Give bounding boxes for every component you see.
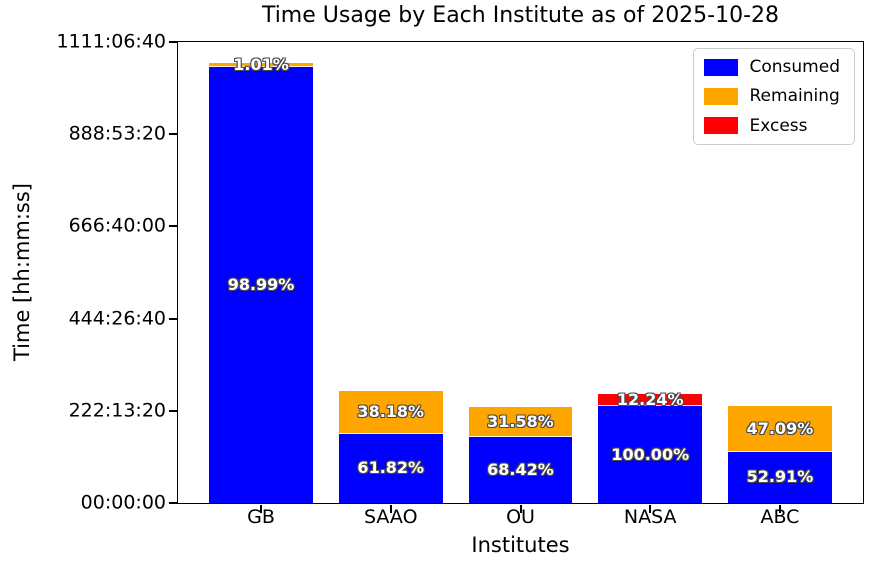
y-tick-mark xyxy=(168,133,177,136)
bar-percent-label: 38.18% xyxy=(357,402,425,422)
bar-segment-consumed: 68.42% xyxy=(468,437,573,503)
y-tick-label: 222:13:20 xyxy=(68,399,166,422)
bar-percent-label: 100.00% xyxy=(611,444,690,464)
x-tick-mark xyxy=(519,504,522,513)
x-tick-label-nasa: NASA xyxy=(623,506,677,528)
bar-percent-label: 52.91% xyxy=(746,467,814,487)
legend-entry-label: Consumed xyxy=(749,57,841,77)
bar-segment-remaining: 1.01% xyxy=(209,56,313,72)
y-tick-mark xyxy=(168,41,177,43)
legend-swatch-remaining xyxy=(703,88,738,106)
bar-percent-label: 47.09% xyxy=(746,418,814,438)
bar-segment-excess: 12.24% xyxy=(598,389,703,409)
y-tick-mark xyxy=(168,502,177,504)
bar-segment-remaining: 31.58% xyxy=(468,407,573,438)
legend: Consumed Remaining Excess xyxy=(692,48,855,146)
bar-percent-label: 98.99% xyxy=(227,275,295,295)
chart-title: Time Usage by Each Institute as of 2025-… xyxy=(261,3,780,28)
y-tick-mark xyxy=(168,225,177,228)
bar-segment-remaining: 47.09% xyxy=(728,406,832,452)
y-tick-label: 00:00:00 xyxy=(80,491,166,514)
y-tick-label: 888:53:20 xyxy=(68,122,166,145)
x-axis-label: Institutes xyxy=(471,533,570,557)
x-tick-label-ou: OU xyxy=(506,506,535,528)
legend-entry-remaining: Remaining xyxy=(703,86,841,107)
legend-entry-excess: Excess xyxy=(703,115,841,136)
legend-swatch-consumed xyxy=(703,58,738,76)
y-tick-label: 1111:06:40 xyxy=(56,30,166,53)
bar-segment-consumed: 100.00% xyxy=(598,406,703,503)
x-tick-mark xyxy=(389,504,392,513)
bar-percent-label: 1.01% xyxy=(233,54,289,74)
x-tick-mark xyxy=(649,504,652,513)
legend-entry-consumed: Consumed xyxy=(703,57,841,77)
y-tick-mark xyxy=(168,317,177,320)
bar-segment-consumed: 61.82% xyxy=(338,433,443,503)
bar-gb: 98.99% 1.01% xyxy=(209,42,313,503)
bar-segment-consumed: 98.99% xyxy=(209,67,313,503)
legend-swatch-excess xyxy=(703,117,738,135)
bar-segment-remaining: 38.18% xyxy=(338,391,443,434)
y-tick-label: 444:26:40 xyxy=(68,307,166,330)
bar-segment-consumed: 52.91% xyxy=(728,451,832,503)
legend-entry-label: Remaining xyxy=(749,86,840,107)
y-axis-label: Time [hh:mm:ss] xyxy=(10,182,34,362)
x-tick-mark xyxy=(778,504,781,513)
bar-percent-label: 68.42% xyxy=(487,460,554,480)
x-tick-label-abc: ABC xyxy=(760,506,800,528)
bar-ou: 68.42% 31.58% xyxy=(468,42,573,503)
bar-nasa: 100.00% 12.24% xyxy=(598,42,703,503)
bar-percent-label: 61.82% xyxy=(357,458,425,478)
bar-percent-label: 31.58% xyxy=(487,411,554,431)
y-tick-mark xyxy=(168,409,177,412)
x-tick-label-saao: SAAO xyxy=(363,506,418,528)
legend-entry-label: Excess xyxy=(749,115,808,136)
plot-area: Consumed Remaining Excess 00:00:00 222:13:2… xyxy=(56,32,864,527)
x-tick-label-gb: GB xyxy=(247,506,275,528)
bar-percent-label: 12.24% xyxy=(616,389,684,409)
bar-saao: 61.82% 38.18% xyxy=(338,42,443,503)
y-tick-label: 666:40:00 xyxy=(68,214,166,237)
x-tick-mark xyxy=(260,504,263,513)
